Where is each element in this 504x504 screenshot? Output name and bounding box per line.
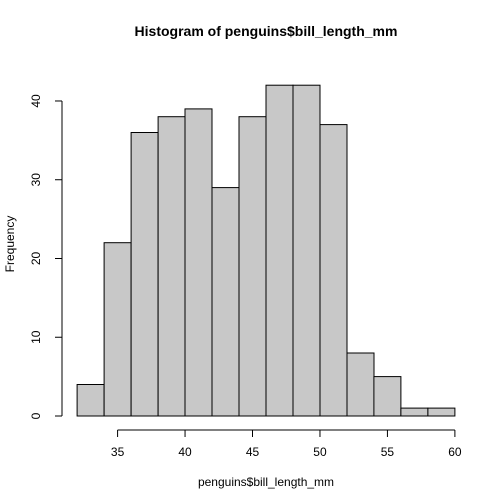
y-axis-label: Frequency xyxy=(3,216,17,273)
histogram-bar xyxy=(346,352,375,417)
y-tick-label: 10 xyxy=(29,330,43,344)
histogram-bar xyxy=(103,242,132,417)
histogram-bar xyxy=(319,124,348,417)
bars-group xyxy=(76,84,456,417)
x-tick-label: 40 xyxy=(178,445,192,459)
x-axis-label: penguins$bill_length_mm xyxy=(198,475,334,489)
histogram-bar xyxy=(238,116,267,417)
x-tick-label: 45 xyxy=(246,445,260,459)
histogram-bar xyxy=(292,84,321,417)
chart-title: Histogram of penguins$bill_length_mm xyxy=(135,23,398,39)
x-tick-label: 55 xyxy=(381,445,395,459)
y-tick-label: 0 xyxy=(29,412,43,419)
histogram-bar xyxy=(184,108,213,417)
histogram-bar xyxy=(427,407,456,417)
histogram-bar xyxy=(130,132,159,417)
x-tick-label: 60 xyxy=(448,445,462,459)
histogram-bar xyxy=(76,384,105,417)
y-tick-label: 20 xyxy=(29,251,43,265)
y-tick-label: 30 xyxy=(29,173,43,187)
histogram-bar xyxy=(265,84,294,417)
histogram-bar xyxy=(373,376,402,417)
histogram-bar xyxy=(211,187,240,417)
x-axis: 35 40 45 50 55 60 xyxy=(111,429,462,459)
x-tick-label: 50 xyxy=(313,445,327,459)
x-tick-label: 35 xyxy=(111,445,125,459)
y-tick-label: 40 xyxy=(29,94,43,108)
histogram-bar xyxy=(400,407,429,417)
histogram-bar xyxy=(157,116,186,417)
y-axis: 0 10 20 30 40 xyxy=(29,94,63,419)
